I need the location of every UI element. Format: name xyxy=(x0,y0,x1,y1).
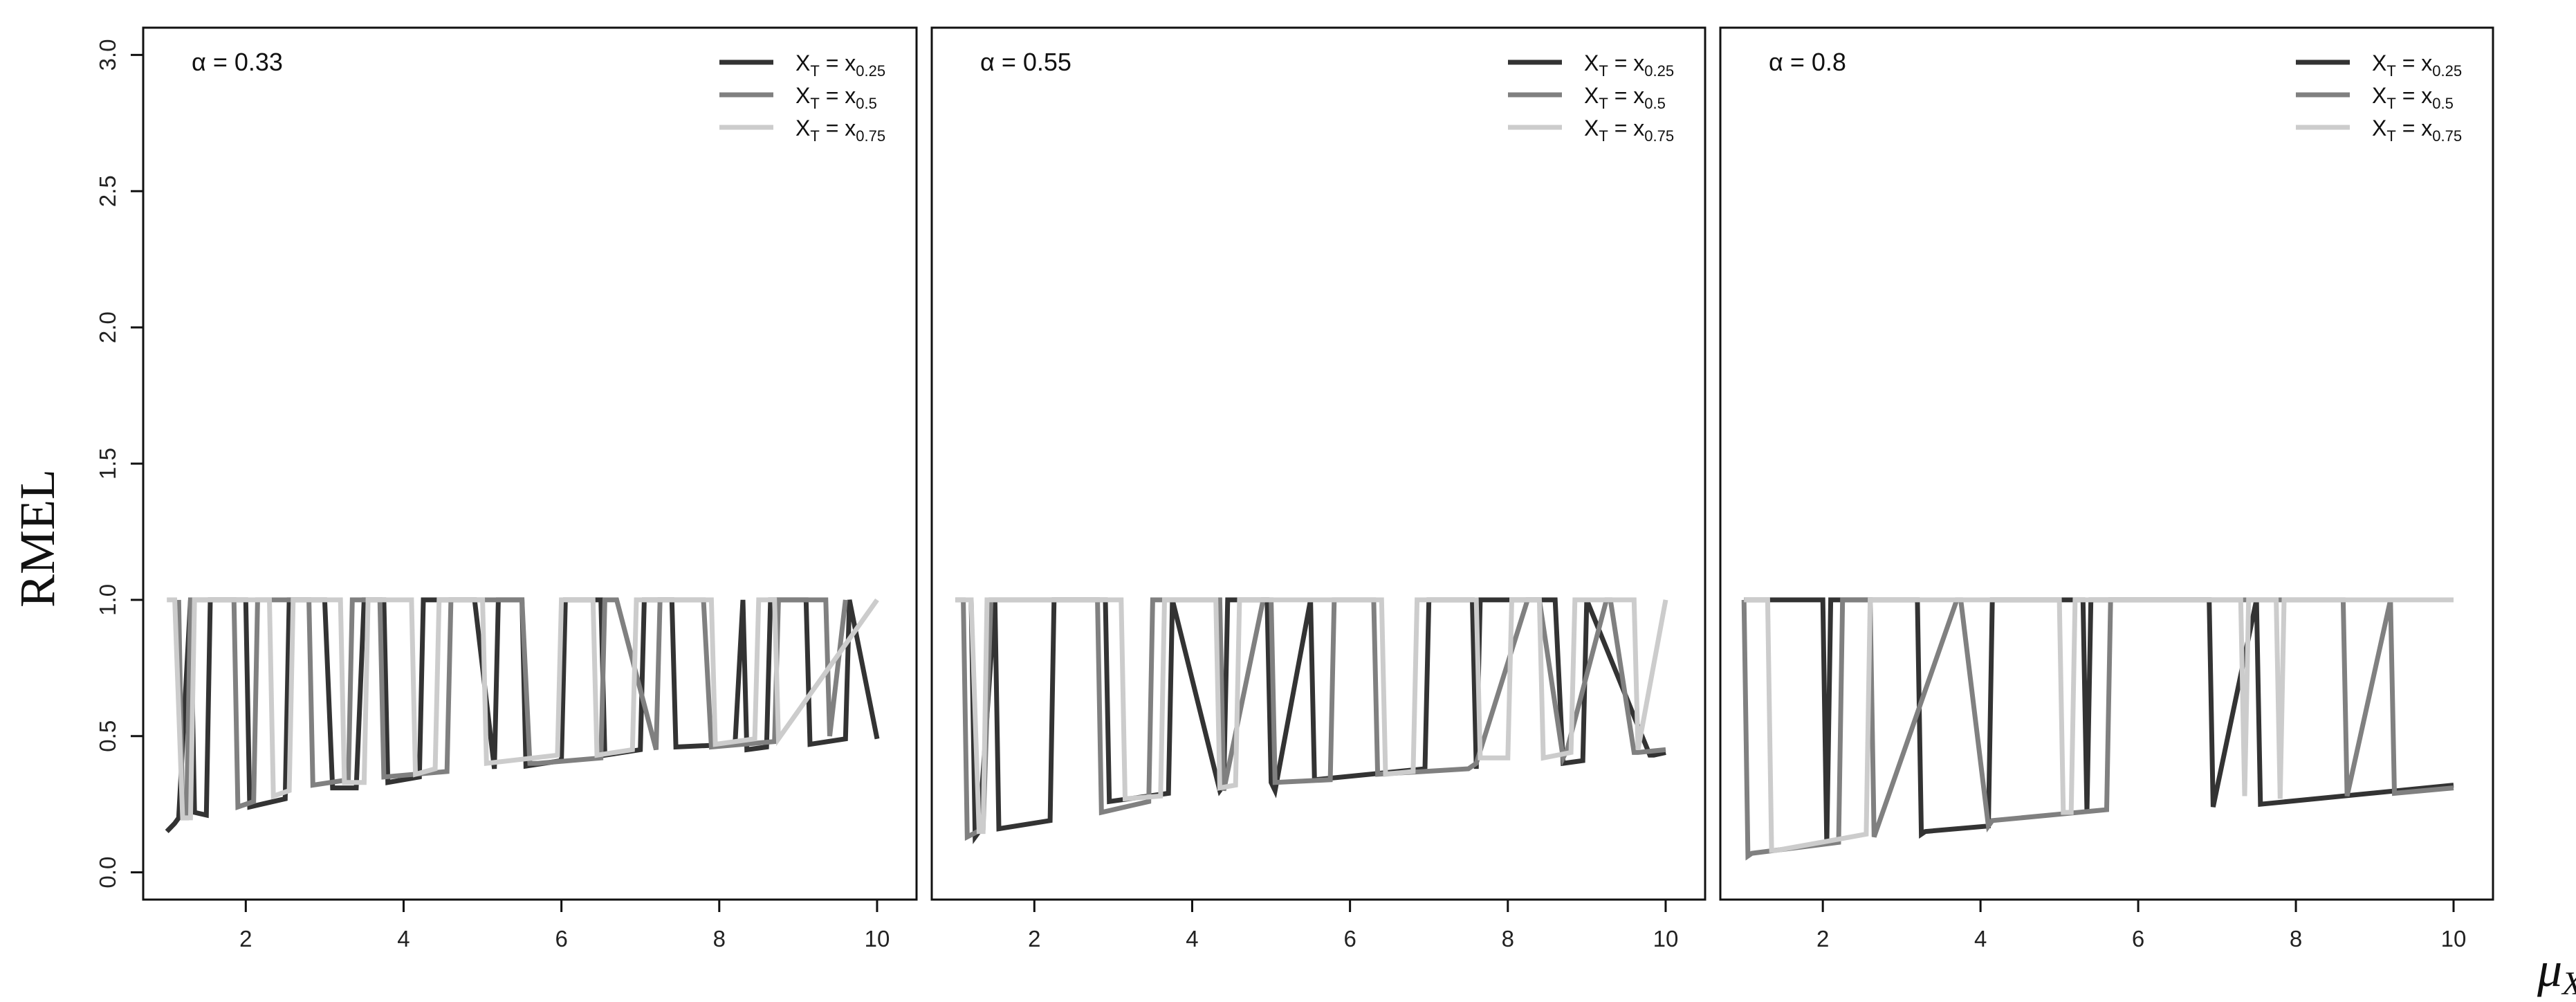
x-axis-title-symbol: μ xyxy=(2537,942,2562,997)
panel-frame xyxy=(1719,26,2494,901)
y-axis-title: RMEL xyxy=(10,469,65,608)
legend-label: XT = x0.25 xyxy=(1584,51,1674,80)
series-line-1 xyxy=(968,597,1666,844)
x-tick-label: 6 xyxy=(1343,926,1356,951)
panel-title: α = 0.55 xyxy=(980,48,1071,76)
legend-label: XT = x0.5 xyxy=(1584,83,1666,112)
x-tick-label: 8 xyxy=(2290,926,2302,951)
x-tick-label: 8 xyxy=(713,926,726,951)
legend-label: XT = x0.25 xyxy=(795,51,885,80)
series-line-3 xyxy=(167,597,879,821)
panel-title: α = 0.33 xyxy=(192,48,283,76)
panels: 2 4 6 8 10 0.0 0.5 1.0 1.5 2.0 2.5 3.0 α = 0.33 XT = … xyxy=(95,26,2494,951)
y-tick-label: 1.0 xyxy=(95,584,120,616)
x-tick-label: 4 xyxy=(397,926,410,951)
series-line-3 xyxy=(1744,597,2454,853)
x-tick-label: 6 xyxy=(2132,926,2144,951)
x-tick-label: 6 xyxy=(555,926,567,951)
legend-label: XT = x0.5 xyxy=(2372,83,2454,112)
legend-label: XT = x0.75 xyxy=(795,116,885,145)
x-tick-label: 2 xyxy=(1028,926,1040,951)
x-tick-label: 8 xyxy=(1502,926,1514,951)
x-tick-label: 10 xyxy=(2441,926,2467,951)
x-tick-label: 4 xyxy=(1974,926,1987,951)
series-line-3 xyxy=(955,597,1668,835)
panel-frame xyxy=(930,26,1706,901)
x-axis-title: μX xyxy=(2537,942,2576,1002)
legend: XT = x0.25 XT = x0.5 XT = x0.75 xyxy=(1508,51,1674,145)
x-tick-label: 10 xyxy=(1653,926,1679,951)
legend-label: XT = x0.25 xyxy=(2372,51,2462,80)
y-tick-label: 1.5 xyxy=(95,448,120,480)
panel-1: 2 4 6 8 10 0.0 0.5 1.0 1.5 2.0 2.5 3.0 α = 0.33 XT = … xyxy=(95,26,918,951)
x-tick-label: 4 xyxy=(1186,926,1198,951)
y-tick-label: 2.0 xyxy=(95,311,120,343)
legend-label: XT = x0.75 xyxy=(2372,116,2462,145)
y-tick-label: 0.0 xyxy=(95,857,120,889)
series-line-2 xyxy=(1741,597,2454,861)
legend: XT = x0.25 XT = x0.5 XT = x0.75 xyxy=(719,51,885,145)
legend-label: XT = x0.5 xyxy=(795,83,877,112)
legend-label: XT = x0.75 xyxy=(1584,116,1674,145)
y-tick-label: 2.5 xyxy=(95,175,120,207)
x-tick-label: 10 xyxy=(865,926,890,951)
x-tick-label: 2 xyxy=(1816,926,1829,951)
legend: XT = x0.25 XT = x0.5 XT = x0.75 xyxy=(2296,51,2462,145)
y-tick-label: 0.5 xyxy=(95,720,120,752)
y-tick-label: 3.0 xyxy=(95,39,120,71)
x-axis-title-subscript: X xyxy=(2561,965,2576,1002)
panel-title: α = 0.8 xyxy=(1769,48,1846,76)
panel-frame xyxy=(142,26,918,901)
x-tick-label: 2 xyxy=(239,926,252,951)
